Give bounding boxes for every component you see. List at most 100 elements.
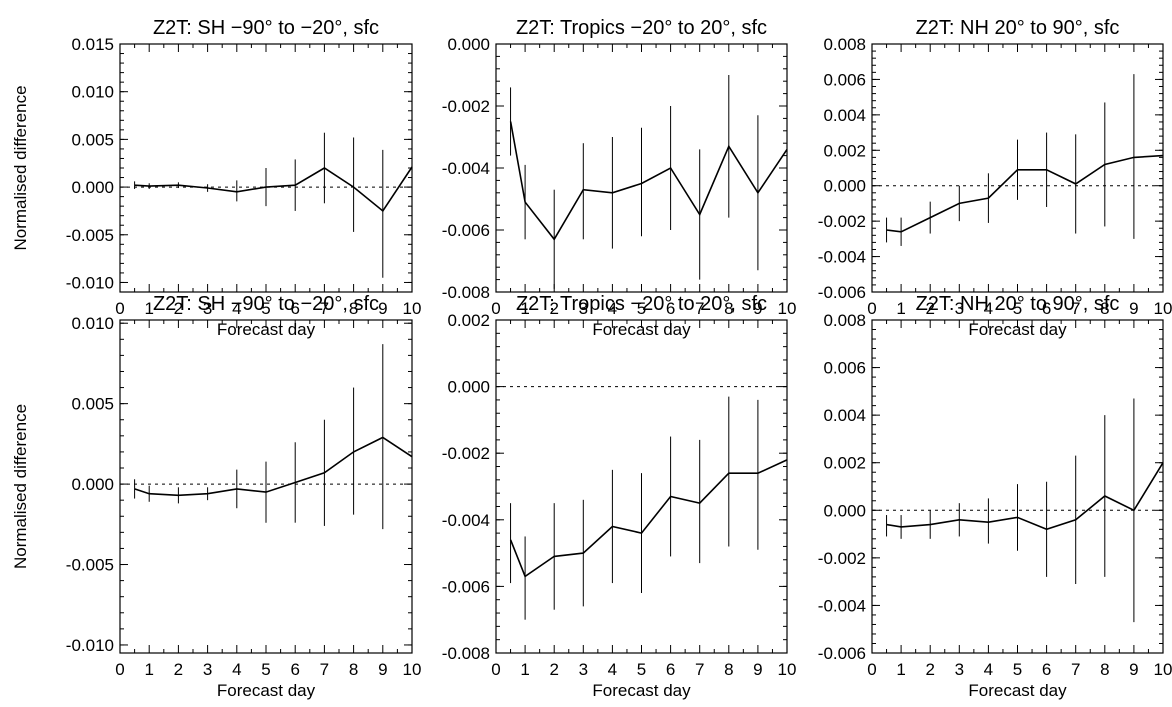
x-tick-label: 1: [896, 299, 905, 318]
y-tick-label: -0.005: [66, 226, 114, 245]
y-tick-label: 0.008: [823, 311, 866, 330]
y-tick-label: 0.010: [71, 314, 114, 333]
x-axis-label: Forecast day: [592, 681, 691, 700]
y-tick-label: -0.008: [442, 644, 490, 663]
x-tick-label: 6: [666, 660, 675, 679]
x-tick-label: 10: [778, 299, 797, 318]
chart-title: Z2T: Tropics −20° to 20°, sfc: [516, 17, 767, 39]
y-tick-label: -0.010: [66, 273, 114, 292]
x-tick-label: 10: [1154, 660, 1172, 679]
y-tick-label: -0.006: [442, 221, 490, 240]
x-tick-label: 0: [867, 299, 876, 318]
x-tick-label: 2: [174, 660, 183, 679]
x-tick-label: 3: [955, 299, 964, 318]
x-axis-label: Forecast day: [592, 320, 691, 339]
x-tick-label: 8: [1100, 660, 1109, 679]
y-tick-label: 0.000: [447, 378, 490, 397]
y-tick-label: -0.006: [442, 577, 490, 596]
x-tick-label: 1: [520, 299, 529, 318]
x-tick-label: 3: [579, 299, 588, 318]
x-tick-label: 5: [637, 299, 646, 318]
x-tick-label: 8: [349, 660, 358, 679]
x-tick-label: 9: [753, 299, 762, 318]
x-tick-label: 6: [290, 299, 299, 318]
x-tick-label: 8: [1100, 299, 1109, 318]
y-tick-label: -0.008: [442, 283, 490, 302]
x-axis-label: Forecast day: [217, 320, 316, 339]
chart-title: Z2T: SH −90° to −20°, sfc: [153, 17, 379, 39]
x-tick-label: 9: [1129, 299, 1138, 318]
x-tick-label: 8: [724, 660, 733, 679]
y-tick-label: 0.000: [71, 178, 114, 197]
x-tick-label: 7: [1071, 660, 1080, 679]
y-tick-label: 0.000: [447, 35, 490, 54]
y-tick-label: -0.002: [442, 444, 490, 463]
x-tick-label: 1: [896, 660, 905, 679]
y-axis-label: Normalised difference: [11, 404, 30, 569]
x-tick-label: 10: [403, 660, 422, 679]
x-tick-label: 2: [925, 299, 934, 318]
x-tick-label: 4: [984, 299, 993, 318]
x-tick-label: 1: [144, 660, 153, 679]
x-tick-label: 10: [403, 299, 422, 318]
series-line: [134, 436, 413, 497]
series-line: [509, 459, 788, 578]
y-tick-label: -0.006: [818, 644, 866, 663]
y-tick-label: 0.006: [823, 70, 866, 89]
series-line: [134, 166, 413, 213]
chart-panel-3: Z2T: NH 20° to 90°, sfc 0 1 2 3 4 5 6 7 8 9 10 -0.00…: [818, 17, 1172, 339]
y-tick-label: -0.002: [818, 549, 866, 568]
y-tick-label: 0.005: [71, 395, 114, 414]
x-tick-label: 1: [144, 299, 153, 318]
x-tick-label: 7: [1071, 299, 1080, 318]
y-tick-label: -0.005: [66, 556, 114, 575]
chart-panel-1: Z2T: SH −90° to −20°, sfc 0 1 2 3 4 5 6 7 8 9 10 -0.…: [11, 17, 421, 339]
x-axis-label: Forecast day: [968, 320, 1067, 339]
y-tick-label: -0.004: [818, 596, 866, 615]
series-line: [886, 154, 1164, 233]
y-axis-label: Normalised difference: [11, 85, 30, 250]
x-tick-label: 4: [608, 660, 617, 679]
chart-title: Z2T: SH −90° to −20°, sfc: [153, 293, 379, 315]
y-tick-label: -0.006: [818, 283, 866, 302]
x-tick-label: 7: [695, 660, 704, 679]
y-tick-label: 0.000: [823, 501, 866, 520]
y-tick-label: 0.008: [823, 35, 866, 54]
x-tick-label: 5: [637, 660, 646, 679]
x-tick-label: 0: [491, 660, 500, 679]
chart-panel-2: Z2T: Tropics −20° to 20°, sfc 0 1 2 3 4 5 6 7 8 9 1…: [442, 17, 797, 339]
x-tick-label: 4: [984, 660, 993, 679]
x-tick-label: 0: [491, 299, 500, 318]
y-tick-label: 0.002: [823, 454, 866, 473]
x-tick-label: 6: [1042, 299, 1051, 318]
x-tick-label: 4: [232, 299, 241, 318]
x-tick-label: 5: [261, 660, 270, 679]
x-tick-label: 6: [1042, 660, 1051, 679]
x-tick-label: 9: [378, 299, 387, 318]
y-tick-label: -0.002: [442, 97, 490, 116]
y-tick-label: 0.005: [71, 130, 114, 149]
x-tick-label: 3: [579, 660, 588, 679]
x-axis-label: Forecast day: [968, 681, 1067, 700]
x-tick-label: 10: [1154, 299, 1172, 318]
x-tick-label: 7: [320, 660, 329, 679]
y-tick-label: 0.002: [447, 311, 490, 330]
y-tick-label: -0.002: [818, 212, 866, 231]
x-axis-label: Forecast day: [217, 681, 316, 700]
x-tick-label: 5: [261, 299, 270, 318]
x-tick-label: 0: [115, 660, 124, 679]
x-tick-label: 8: [349, 299, 358, 318]
x-tick-label: 2: [549, 299, 558, 318]
x-tick-label: 9: [1129, 660, 1138, 679]
chart-title: Z2T: Tropics −20° to 20°, sfc: [516, 293, 767, 315]
y-tick-label: 0.000: [823, 177, 866, 196]
x-tick-label: 5: [1013, 299, 1022, 318]
x-tick-label: 7: [320, 299, 329, 318]
x-tick-label: 5: [1013, 660, 1022, 679]
y-tick-label: -0.004: [442, 511, 490, 530]
x-tick-label: 7: [695, 299, 704, 318]
y-tick-label: 0.010: [71, 83, 114, 102]
series-line: [886, 462, 1164, 531]
